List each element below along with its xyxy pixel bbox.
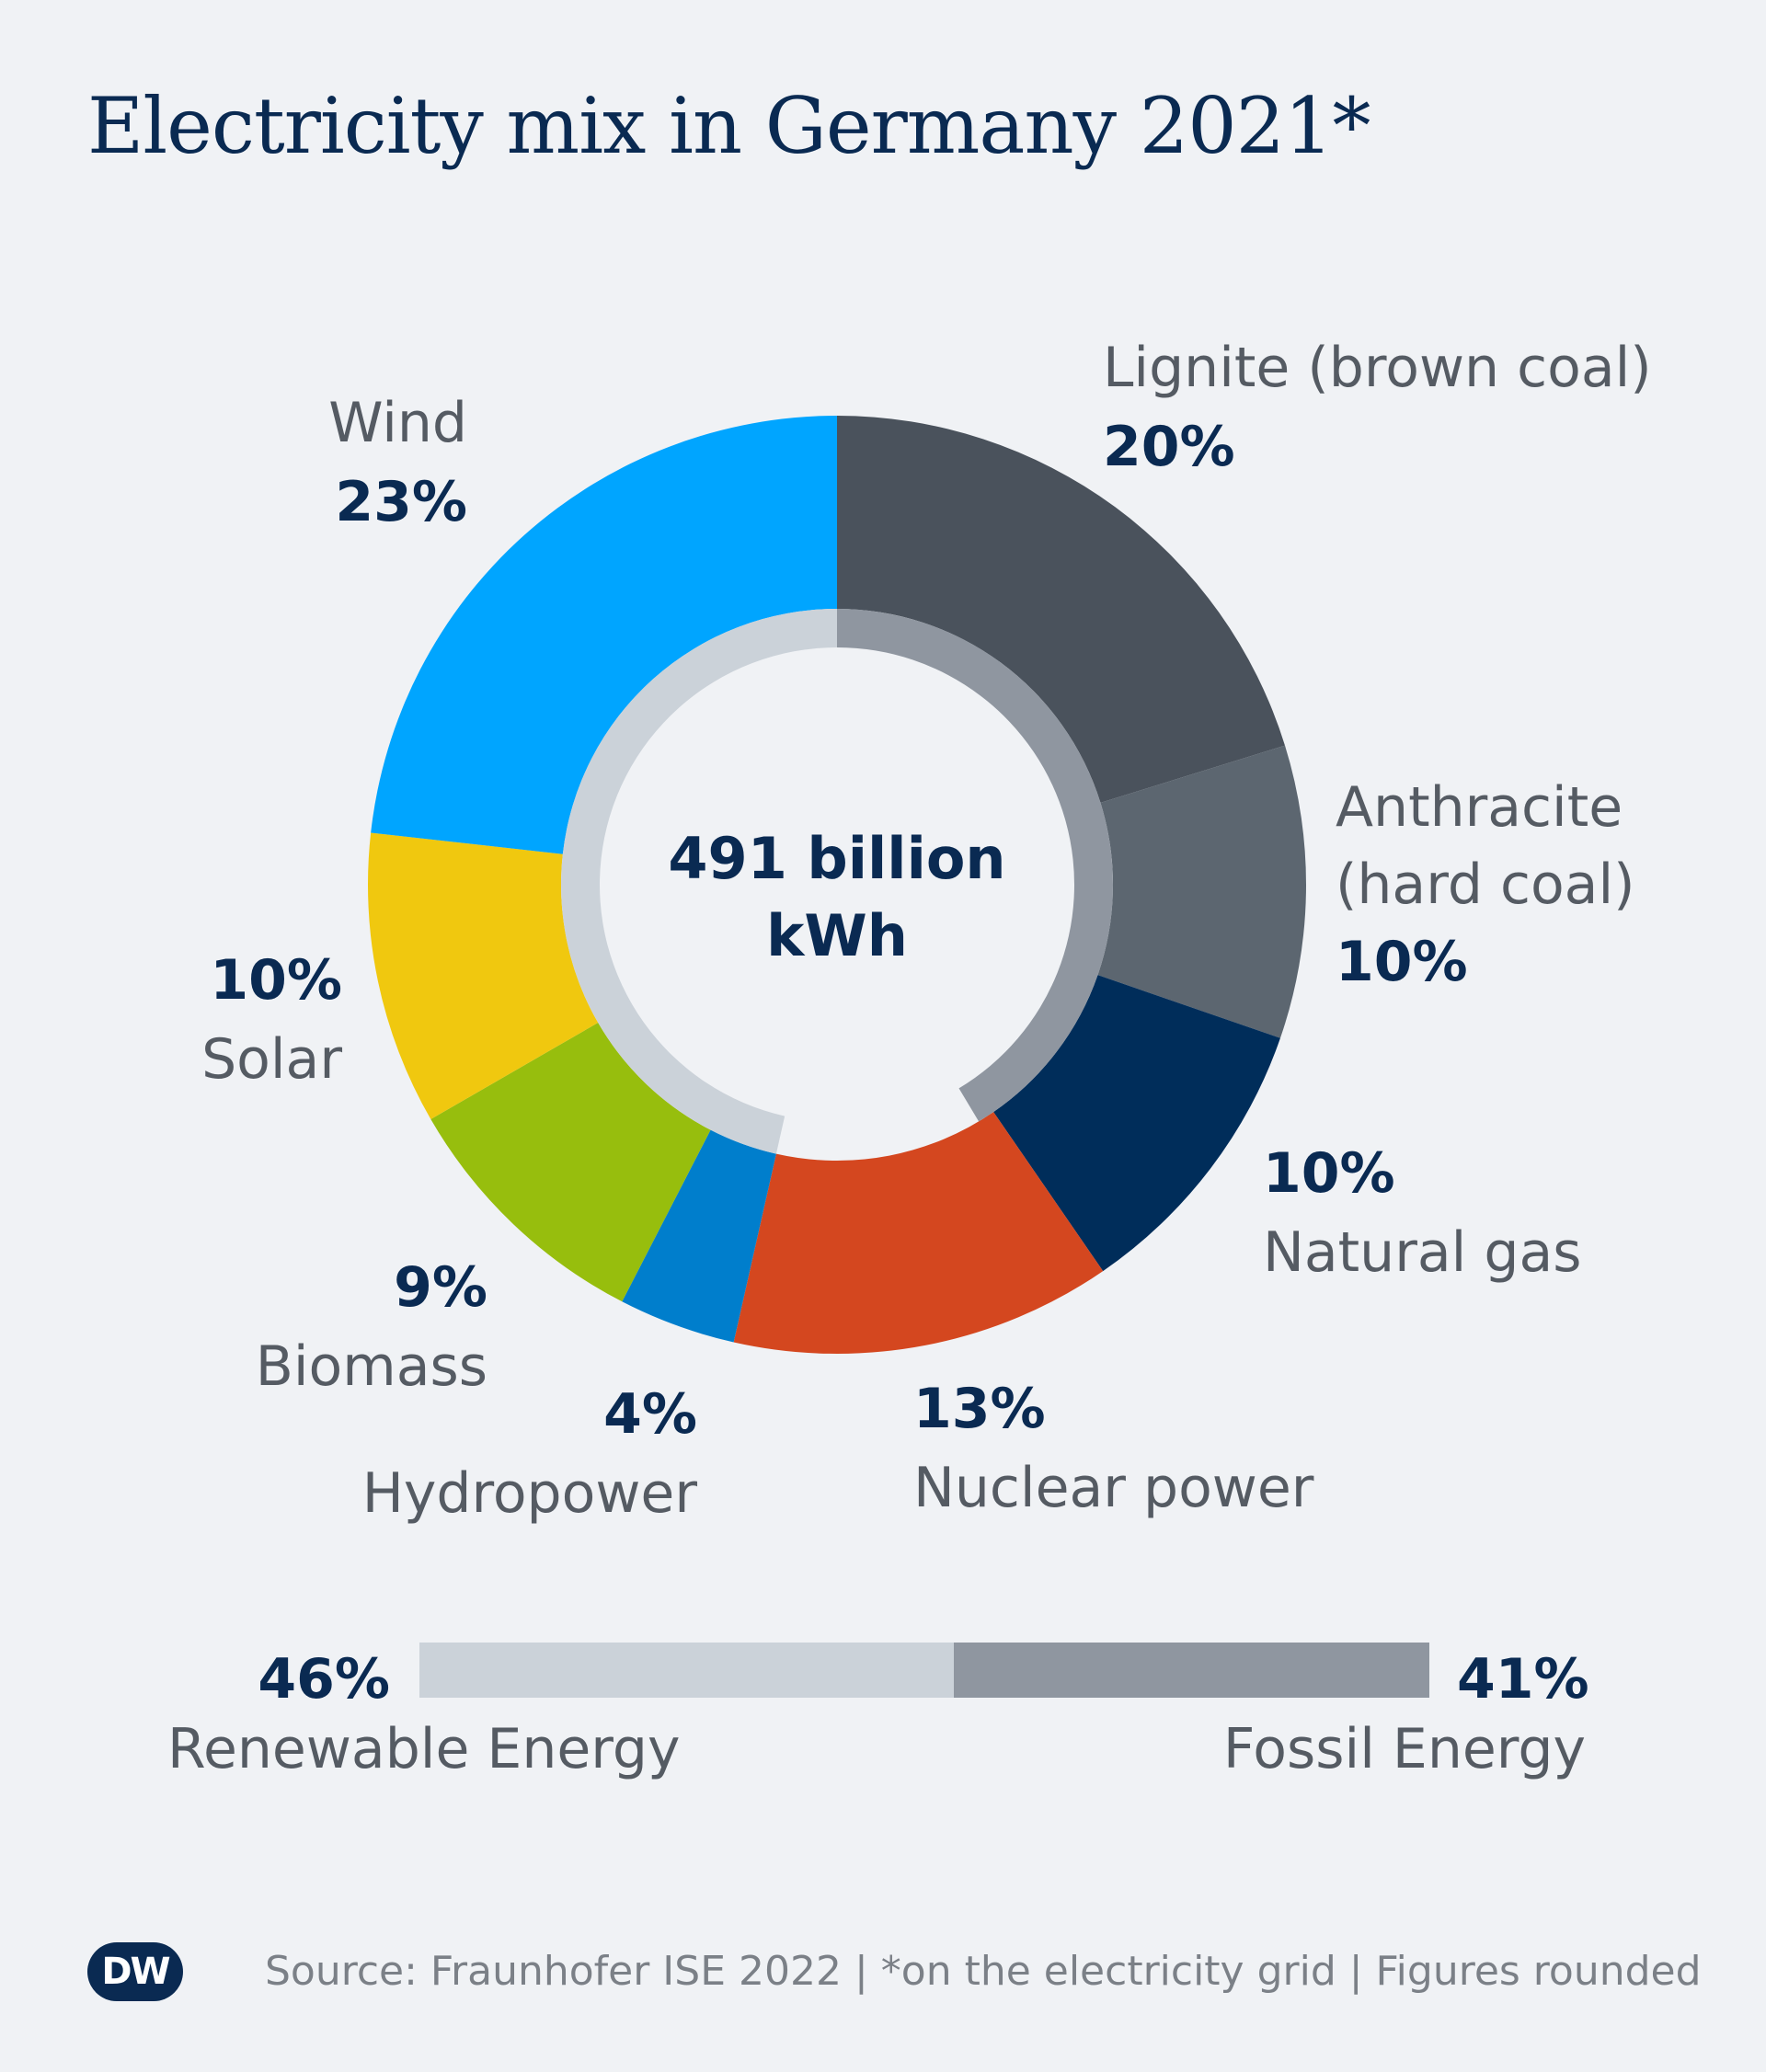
summary-bar-renewable [419, 1643, 954, 1698]
label-anthracite: Anthracite (hard coal) 10% [1336, 769, 1635, 1001]
label-natural-gas-pct: 10% [1263, 1141, 1395, 1206]
summary-fossil-name: Fossil Energy [1222, 1717, 1586, 1781]
source-footer: Source: Fraunhofer ISE 2022 | *on the el… [265, 1948, 1702, 1995]
inner-ring-fossil [837, 609, 1114, 1122]
chart-title: Electricity mix in Germany 2021* [87, 81, 1371, 171]
slice-hydropower [622, 1129, 776, 1343]
summary-bar [419, 1643, 1429, 1698]
slice-biomass [430, 1023, 711, 1302]
label-wind-pct: 23% [335, 470, 467, 534]
label-anthracite-pct: 10% [1336, 930, 1468, 994]
label-nuclear-name: Nuclear power [913, 1456, 1314, 1520]
slice-nuclear-power [733, 1112, 1104, 1355]
slice-solar [368, 832, 599, 1119]
label-anthracite-name1: Anthracite [1336, 775, 1623, 840]
summary-renewable-label: Renewable Energy [167, 1722, 681, 1777]
summary-renewable-pct-label: 46% [258, 1652, 390, 1707]
label-biomass-pct: 9% [394, 1255, 487, 1320]
center-total: 491 billion kWh [607, 820, 1067, 974]
slice-natural-gas [993, 975, 1280, 1272]
summary-fossil-label: Fossil Energy [1223, 1722, 1586, 1777]
slice-lignite-brown-coal [837, 416, 1286, 803]
dw-logo: DW [87, 1942, 183, 2001]
label-biomass-name: Biomass [255, 1334, 487, 1399]
summary-renewable-pct: 46% [258, 1647, 390, 1711]
summary-fossil-pct-label: 41% [1457, 1652, 1589, 1707]
label-solar-name: Solar [201, 1027, 342, 1092]
label-anthracite-name2: (hard coal) [1336, 853, 1635, 917]
label-lignite: Lignite (brown coal) 20% [1103, 340, 1652, 475]
center-total-line2: kWh [766, 901, 908, 969]
slice-wind [371, 416, 837, 854]
summary-fossil-pct: 41% [1457, 1647, 1589, 1711]
label-solar: 10% Solar [201, 953, 342, 1087]
summary-bar-fossil [953, 1643, 1429, 1698]
label-lignite-name: Lignite (brown coal) [1103, 336, 1652, 400]
label-hydropower-pct: 4% [603, 1382, 697, 1447]
slice-anthracite-hard-coal [1097, 745, 1306, 1038]
label-hydropower-name: Hydropower [361, 1461, 697, 1526]
label-wind: Wind 23% [328, 395, 467, 530]
center-total-line1: 491 billion [668, 825, 1006, 892]
label-nuclear-pct: 13% [913, 1377, 1046, 1441]
label-natural-gas: 10% Natural gas [1263, 1146, 1582, 1280]
label-solar-pct: 10% [210, 948, 342, 1013]
label-nuclear: 13% Nuclear power [913, 1381, 1313, 1516]
inner-ring-renewable [561, 609, 837, 1154]
label-wind-name: Wind [328, 391, 467, 455]
label-hydropower: 4% Hydropower [362, 1387, 697, 1521]
label-lignite-pct: 20% [1103, 415, 1235, 479]
summary-renewable-name: Renewable Energy [167, 1717, 681, 1781]
label-biomass: 9% Biomass [256, 1260, 487, 1394]
label-natural-gas-name: Natural gas [1263, 1220, 1582, 1285]
